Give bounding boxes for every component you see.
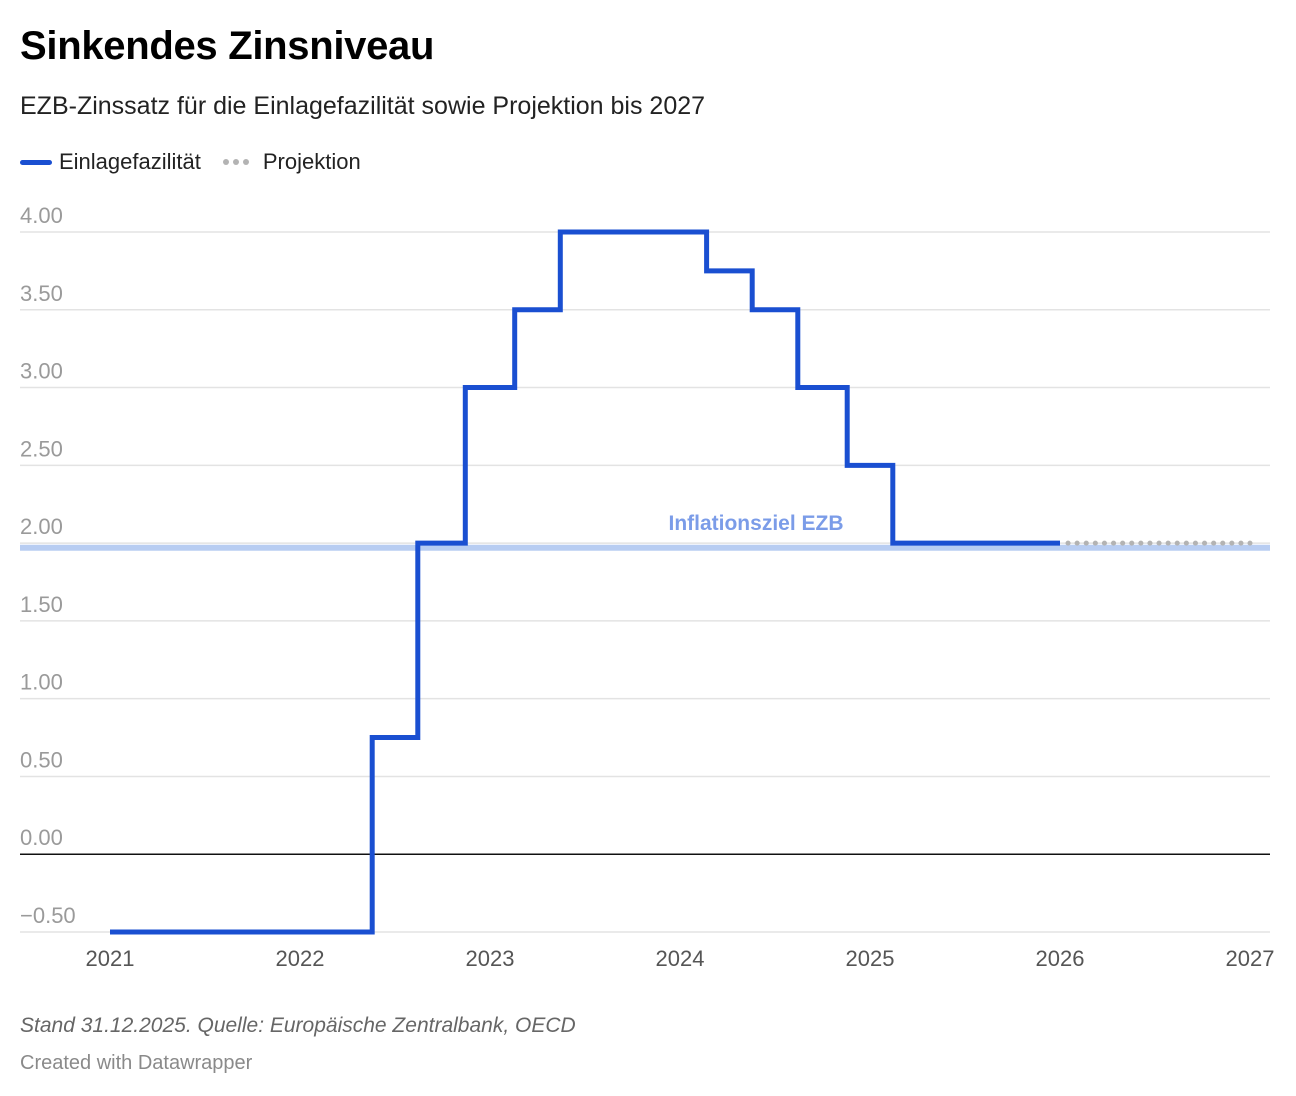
legend-label: Projektion [262, 149, 361, 174]
x-tick-label: 2026 [1036, 946, 1085, 971]
y-tick-label: 3.50 [20, 281, 63, 306]
legend-swatch-solid [20, 159, 52, 165]
y-tick-label: 4.00 [20, 203, 63, 228]
reference-label: Inflationsziel EZB [668, 512, 843, 535]
y-tick-label: 2.50 [20, 436, 63, 461]
x-tick-label: 2024 [656, 946, 705, 971]
legend-item-projektion: Projektion [222, 148, 361, 176]
y-tick-label: 2.00 [20, 514, 63, 539]
source-note: Stand 31.12.2025. Quelle: Europäische Ze… [20, 1014, 576, 1037]
y-tick-label: 3.00 [20, 359, 63, 384]
y-tick-label: 1.00 [20, 670, 63, 695]
legend-swatch-dotted [222, 159, 253, 165]
credit-note: Created with Datawrapper [20, 1052, 253, 1074]
x-tick-label: 2022 [276, 946, 325, 971]
chart-title: Sinkendes Zinsniveau [20, 24, 435, 68]
x-tick-label: 2025 [846, 946, 895, 971]
x-tick-label: 2023 [466, 946, 515, 971]
y-tick-label: 0.00 [20, 825, 63, 850]
series-line-einlagefazilitaet [110, 229, 1060, 935]
y-tick-label: 0.50 [20, 747, 63, 772]
x-tick-label: 2027 [1226, 946, 1275, 971]
legend-item-einlagefazilitaet: Einlagefazilität [20, 148, 201, 176]
x-tick-label: 2021 [86, 946, 135, 971]
legend: Einlagefazilität Projektion [20, 148, 383, 176]
chart-subtitle: EZB-Zinssatz für die Einlagefazilität so… [20, 92, 706, 120]
y-tick-label: −0.50 [20, 903, 76, 928]
y-tick-label: 1.50 [20, 592, 63, 617]
legend-label: Einlagefazilität [59, 149, 201, 174]
line-chart: 4.00 3.50 3.00 2.50 2.00 1.50 1.00 0.50 0.00 −0.5… [20, 203, 1275, 971]
